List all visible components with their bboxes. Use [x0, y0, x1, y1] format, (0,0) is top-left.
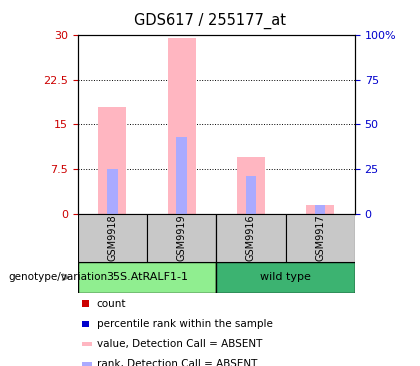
- Bar: [78, 214, 147, 262]
- Bar: [168, 38, 196, 214]
- Bar: [99, 107, 126, 214]
- Bar: [176, 137, 187, 214]
- Bar: [147, 214, 216, 262]
- Text: genotype/variation: genotype/variation: [8, 272, 108, 282]
- Bar: [286, 214, 355, 262]
- Bar: [307, 205, 334, 214]
- Bar: [216, 214, 286, 262]
- Text: value, Detection Call = ABSENT: value, Detection Call = ABSENT: [97, 339, 262, 349]
- Bar: [237, 157, 265, 214]
- Text: wild type: wild type: [260, 272, 311, 282]
- Text: GSM9916: GSM9916: [246, 214, 256, 261]
- Text: count: count: [97, 299, 126, 309]
- Bar: [315, 205, 326, 214]
- Text: GDS617 / 255177_at: GDS617 / 255177_at: [134, 13, 286, 29]
- Text: GSM9918: GSM9918: [108, 214, 117, 261]
- Bar: [246, 176, 256, 214]
- Bar: [216, 262, 355, 293]
- Text: GSM9917: GSM9917: [315, 214, 325, 261]
- Bar: [78, 262, 216, 293]
- Bar: [107, 169, 118, 214]
- Text: rank, Detection Call = ABSENT: rank, Detection Call = ABSENT: [97, 359, 257, 366]
- Text: 35S.AtRALF1-1: 35S.AtRALF1-1: [106, 272, 188, 282]
- Text: percentile rank within the sample: percentile rank within the sample: [97, 319, 273, 329]
- Text: GSM9919: GSM9919: [177, 214, 186, 261]
